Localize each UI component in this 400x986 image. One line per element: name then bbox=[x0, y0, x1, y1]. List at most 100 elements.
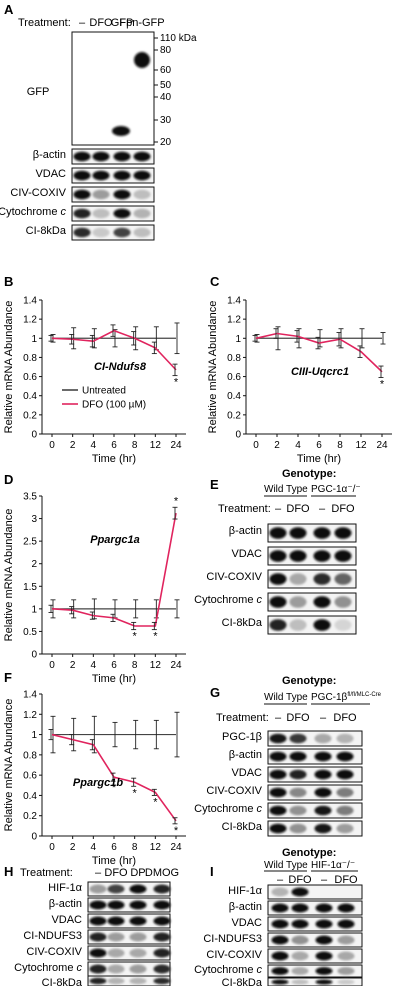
blot-band bbox=[336, 751, 354, 762]
genotype-name: Wild Type bbox=[264, 692, 308, 703]
blot-band bbox=[269, 527, 287, 539]
blot-band bbox=[113, 151, 131, 162]
blot-band bbox=[291, 935, 309, 945]
row-label: VDAC bbox=[35, 168, 66, 180]
panel-g: G Genotype: Wild Type PGC-1βfl/fl/MLC-Cr… bbox=[194, 675, 382, 837]
blot-band bbox=[337, 919, 355, 929]
y-tick-label: 2 bbox=[31, 559, 37, 570]
x-tick-label: 8 bbox=[132, 440, 138, 451]
row-label-italic: c bbox=[61, 206, 67, 218]
blot-band bbox=[129, 948, 147, 958]
treatment-label: Treatment: bbox=[18, 17, 71, 29]
blot-strip bbox=[71, 186, 155, 203]
blot-band bbox=[291, 919, 309, 929]
treatment-label: Treatment: bbox=[218, 503, 271, 515]
blot-band bbox=[334, 573, 352, 585]
blot-band bbox=[73, 189, 91, 200]
y-tick-label: 0.8 bbox=[227, 353, 241, 364]
genotype-name: HIF-1α⁻/⁻ bbox=[311, 860, 355, 871]
row-label: CIV-COXIV bbox=[206, 785, 262, 797]
lane-label: DFO bbox=[104, 867, 128, 879]
blot-band bbox=[107, 964, 125, 974]
x-tick-label: 2 bbox=[70, 440, 76, 451]
row-label-italic: c bbox=[77, 962, 83, 974]
lane-label: Fpn-GFP bbox=[119, 17, 164, 29]
blot-band bbox=[314, 787, 332, 798]
blot-band bbox=[337, 967, 355, 975]
lane-label: – bbox=[275, 503, 282, 515]
panel-e-strips: β-actin VDAC CIV-COXIV Cytochrome c CI-8… bbox=[194, 523, 357, 635]
y-tick-label: 0 bbox=[31, 650, 37, 661]
blot-band bbox=[336, 787, 354, 798]
blot-band bbox=[133, 208, 151, 219]
x-tick-label: 8 bbox=[132, 660, 138, 671]
row-label: CIV-COXIV bbox=[26, 946, 82, 958]
lane-label: – bbox=[79, 17, 86, 29]
panel-i-strips: HIF-1α β-actin VDAC CI-NDUFS3 CIV-COXIV … bbox=[194, 884, 363, 986]
blot-band bbox=[289, 769, 307, 780]
panel-a-strips: β-actin VDAC CIV-COXIV Cytochrome c CI-8… bbox=[0, 148, 155, 241]
blot-band bbox=[315, 903, 333, 913]
significance-marker: * bbox=[153, 796, 158, 808]
row-label: β-actin bbox=[229, 525, 262, 537]
x-tick-label: 24 bbox=[376, 440, 388, 451]
lane-label: – bbox=[319, 503, 326, 515]
blot-band bbox=[113, 189, 131, 200]
blot-band bbox=[313, 619, 331, 631]
blot-band bbox=[336, 769, 354, 780]
blot-band bbox=[129, 964, 147, 974]
blot-strip bbox=[267, 900, 363, 916]
gene-label: Ppargc1a bbox=[90, 534, 140, 546]
blot-band bbox=[314, 769, 332, 780]
blot-band bbox=[269, 769, 287, 780]
significance-marker: * bbox=[153, 631, 158, 643]
panel-letter: C bbox=[210, 274, 220, 289]
blot-strip bbox=[267, 615, 357, 635]
blot-band bbox=[153, 948, 171, 958]
row-label: β-actin bbox=[229, 749, 262, 761]
row-label: CI-8kDa bbox=[222, 617, 263, 629]
y-tick-label: 0.2 bbox=[23, 811, 37, 822]
blot-band bbox=[314, 823, 332, 834]
blot-band bbox=[269, 550, 287, 562]
blot-strip bbox=[267, 546, 357, 566]
row-label: CI-8kDa bbox=[222, 977, 263, 986]
lane-label: DP bbox=[130, 867, 145, 879]
y-axis-label: Relative mRNA Abundance bbox=[3, 699, 15, 832]
lane-label: DFO bbox=[331, 503, 355, 515]
blot-band bbox=[269, 751, 287, 762]
gene-label: CIII-Uqcrc1 bbox=[291, 366, 349, 378]
row-label: VDAC bbox=[231, 917, 262, 929]
blot-band bbox=[334, 619, 352, 631]
y-tick-label: 0.8 bbox=[23, 750, 37, 761]
row-label: VDAC bbox=[51, 914, 82, 926]
blot-band bbox=[271, 951, 289, 961]
x-tick-label: 2 bbox=[274, 440, 280, 451]
lane-label: – bbox=[277, 874, 284, 886]
blot-band bbox=[289, 787, 307, 798]
genotype-name-sup: fl/fl/MLC-Cre bbox=[347, 692, 381, 698]
blot-band bbox=[271, 967, 289, 975]
blot-band bbox=[107, 948, 125, 958]
blot-strip bbox=[71, 167, 155, 184]
lane-label: DMOG bbox=[145, 867, 179, 879]
lane-label: DFO bbox=[286, 712, 310, 724]
legend-label: DFO (100 µM) bbox=[82, 400, 146, 411]
x-tick-label: 6 bbox=[316, 440, 322, 451]
blot-band bbox=[291, 979, 309, 985]
x-tick-label: 24 bbox=[170, 440, 182, 451]
x-tick-label: 12 bbox=[150, 842, 162, 853]
row-label: Cytochrome c bbox=[14, 962, 82, 974]
blot-strip bbox=[267, 916, 363, 932]
y-tick-label: 1.5 bbox=[23, 582, 37, 593]
blot-band bbox=[313, 527, 331, 539]
mw-marker: 40 bbox=[160, 92, 172, 103]
panel-letter: F bbox=[4, 670, 12, 685]
genotype-name: Wild Type bbox=[264, 860, 308, 871]
blot-band bbox=[315, 979, 333, 985]
blot-band bbox=[269, 787, 287, 798]
gfp-band bbox=[112, 126, 130, 136]
panel-g-strips: PGC-1β β-actin VDAC CIV-COXIV Cytochrome… bbox=[194, 730, 363, 837]
panel-letter: G bbox=[210, 685, 220, 700]
significance-marker: * bbox=[112, 782, 117, 794]
